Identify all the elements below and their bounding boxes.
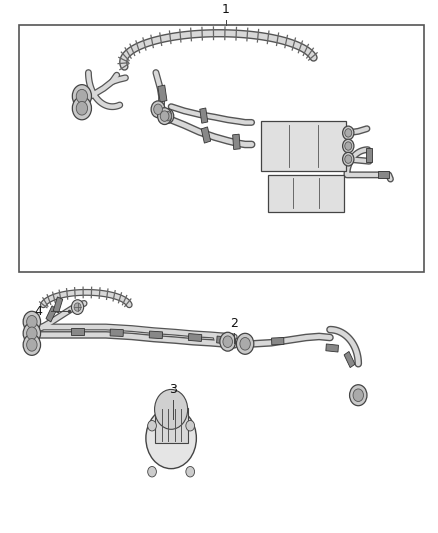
Circle shape (186, 466, 194, 477)
Circle shape (240, 337, 251, 350)
Circle shape (162, 109, 174, 124)
Text: 3: 3 (170, 383, 177, 396)
Bar (378, 172, 389, 178)
Bar (71, 328, 84, 335)
Bar (261, 121, 346, 171)
Circle shape (27, 338, 37, 351)
Circle shape (148, 421, 156, 431)
Circle shape (220, 332, 236, 351)
Bar (326, 344, 339, 352)
Circle shape (158, 108, 172, 125)
Bar (46, 306, 57, 322)
Circle shape (350, 385, 367, 406)
Bar (201, 127, 211, 143)
Text: 2: 2 (230, 317, 238, 329)
Bar (344, 351, 355, 368)
Bar (268, 175, 344, 212)
Text: 1: 1 (222, 3, 230, 17)
Circle shape (146, 408, 196, 469)
Circle shape (155, 390, 187, 429)
Circle shape (343, 139, 354, 153)
Circle shape (76, 101, 88, 115)
Circle shape (343, 126, 354, 140)
Circle shape (151, 101, 165, 118)
Bar (217, 336, 230, 344)
Circle shape (237, 333, 254, 354)
Circle shape (345, 142, 352, 150)
Circle shape (186, 421, 194, 431)
Circle shape (27, 316, 37, 328)
Circle shape (353, 389, 364, 401)
Circle shape (345, 128, 352, 137)
Circle shape (23, 311, 41, 332)
Bar (149, 331, 162, 338)
Bar (233, 134, 240, 149)
Bar (272, 337, 284, 345)
Bar (366, 148, 372, 161)
Circle shape (72, 96, 92, 120)
Bar (200, 108, 208, 123)
Text: 4: 4 (35, 305, 43, 318)
Bar (53, 297, 63, 313)
Circle shape (23, 323, 41, 344)
Circle shape (27, 327, 37, 340)
Circle shape (148, 466, 156, 477)
Bar (19, 26, 424, 272)
Circle shape (223, 336, 233, 348)
Circle shape (160, 111, 169, 122)
Circle shape (76, 90, 88, 103)
Circle shape (343, 152, 354, 166)
Bar (155, 408, 187, 443)
Circle shape (164, 111, 172, 121)
Circle shape (154, 104, 162, 115)
Bar (158, 85, 167, 102)
Circle shape (345, 155, 352, 163)
Circle shape (23, 334, 41, 356)
Circle shape (74, 303, 81, 311)
Bar (110, 329, 124, 336)
Circle shape (71, 300, 84, 314)
Bar (188, 334, 202, 342)
Circle shape (72, 85, 92, 108)
